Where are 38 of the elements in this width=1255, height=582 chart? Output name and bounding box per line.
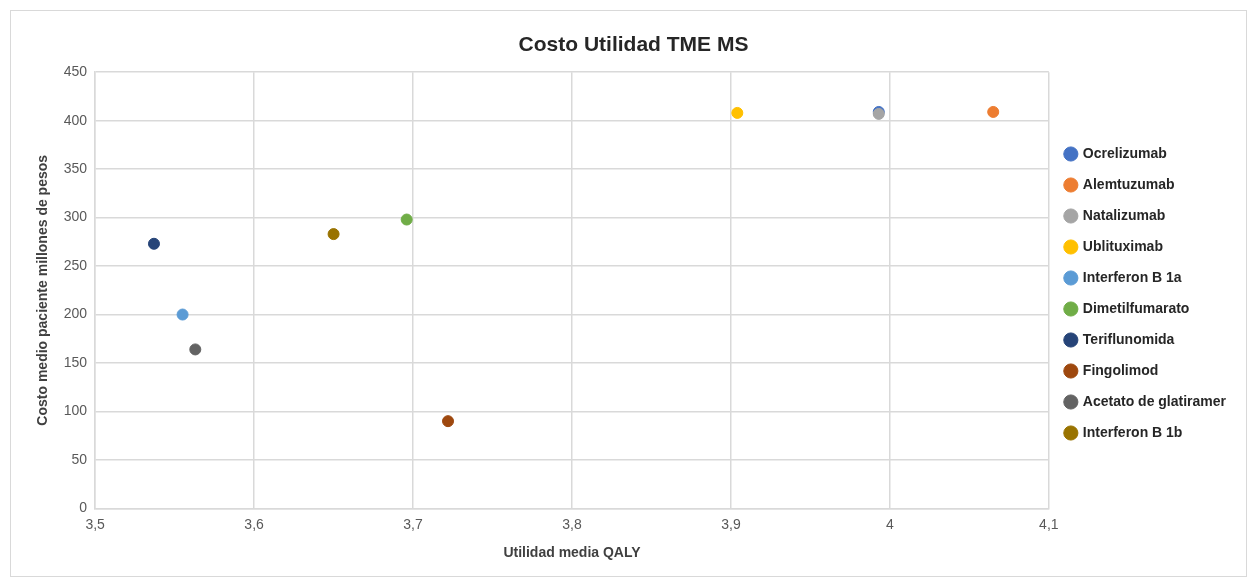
legend-label: Ocrelizumab [1082, 144, 1167, 161]
legend-label: Dimetilfumarato [1082, 299, 1190, 316]
y-tick-label: 200 [63, 305, 88, 322]
legend-label: Natalizumab [1082, 206, 1166, 223]
x-tick-label: 4 [886, 515, 894, 532]
y-tick-label: 450 [63, 63, 88, 80]
point [442, 415, 455, 428]
x-tick-label: 4,1 [1039, 515, 1059, 532]
point [731, 106, 744, 119]
point [189, 343, 202, 356]
y-tick-label: 50 [71, 450, 88, 467]
point [327, 228, 340, 241]
x-tick-label: 3,6 [244, 515, 265, 532]
y-tick-label: 350 [63, 159, 88, 176]
y-tick-label: 300 [63, 208, 88, 225]
legend-label: Ublituximab [1082, 237, 1163, 254]
legend-label: Alemtuzumab [1082, 175, 1175, 192]
chart-title: Costo Utilidad TME MS [518, 32, 749, 56]
y-tick-label: 400 [63, 111, 88, 128]
x-tick-label: 3,8 [562, 515, 582, 532]
legend-label: Acetato de glatiramer [1082, 392, 1227, 409]
legend-label: Teriflunomida [1082, 330, 1175, 347]
y-tick-label: 150 [63, 353, 88, 370]
x-axis-title: Utilidad media QALY [503, 544, 642, 561]
point [987, 105, 1000, 118]
y-axis-title: Costo medio paciente millones de pesos [34, 154, 51, 426]
legend-label: Interferon B 1b [1082, 423, 1183, 440]
x-tick-label: 3,7 [403, 515, 423, 532]
legend-label: Fingolimod [1082, 361, 1159, 378]
point [147, 237, 160, 250]
y-tick-label: 250 [63, 256, 88, 273]
point [400, 213, 413, 226]
x-tick-label: 3,5 [85, 515, 106, 532]
point [176, 308, 189, 321]
y-tick-label: 100 [63, 402, 88, 419]
y-tick-label: 0 [79, 499, 88, 516]
legend-label: Interferon B 1a [1082, 268, 1182, 285]
x-tick-label: 3,9 [721, 515, 741, 532]
